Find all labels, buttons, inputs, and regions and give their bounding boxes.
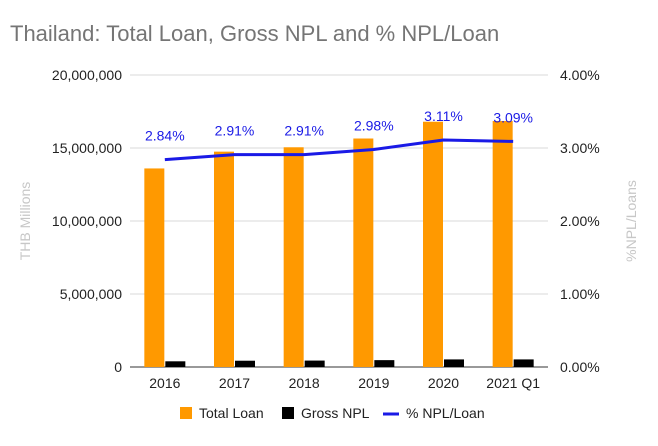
bar-gross-npl xyxy=(165,361,186,367)
bar-total-loan xyxy=(214,151,234,367)
x-tick-label: 2018 xyxy=(289,375,320,391)
chart-title: Thailand: Total Loan, Gross NPL and % NP… xyxy=(10,21,500,46)
x-tick-label: 2017 xyxy=(219,375,250,391)
bar-gross-npl xyxy=(444,359,464,367)
legend-swatch-total-loan xyxy=(180,407,192,419)
data-label-npl-ratio: 2.84% xyxy=(145,128,185,144)
bar-gross-npl xyxy=(235,360,255,367)
bar-total-loan xyxy=(144,168,165,367)
x-tick-label: 2016 xyxy=(149,375,180,391)
data-label-npl-ratio: 2.91% xyxy=(215,123,255,139)
y-tick-label-left: 10,000,000 xyxy=(52,213,122,229)
data-label-npl-ratio: 3.09% xyxy=(493,109,533,125)
data-label-npl-ratio: 2.98% xyxy=(354,117,394,133)
legend-label-npl-loan: % NPL/Loan xyxy=(406,405,485,421)
x-tick-label: 2021 Q1 xyxy=(486,375,540,391)
y-tick-label-left: 5,000,000 xyxy=(60,286,122,302)
data-label-npl-ratio: 3.11% xyxy=(424,108,463,124)
y-axis-title-right: %NPL/Loans xyxy=(623,180,639,262)
y-tick-label-right: 1.00% xyxy=(560,286,600,302)
y-tick-label-right: 2.00% xyxy=(560,213,600,229)
bar-total-loan xyxy=(492,120,513,368)
bar-gross-npl xyxy=(513,359,534,367)
bar-total-loan xyxy=(353,138,374,367)
y-tick-label-left: 15,000,000 xyxy=(52,140,122,156)
y-tick-label-left: 0 xyxy=(114,359,122,375)
bar-gross-npl xyxy=(304,360,325,367)
legend-label-gross-npl: Gross NPL xyxy=(301,405,370,421)
data-label-npl-ratio: 2.91% xyxy=(284,123,324,139)
y-axis-title-left: THB Millions xyxy=(17,182,33,261)
bar-total-loan xyxy=(423,121,443,367)
y-tick-label-right: 4.00% xyxy=(560,67,600,83)
bar-total-loan xyxy=(283,147,304,367)
y-tick-label-right: 3.00% xyxy=(560,140,600,156)
x-tick-label: 2019 xyxy=(358,375,389,391)
bar-gross-npl xyxy=(374,360,395,367)
x-tick-label: 2020 xyxy=(428,375,459,391)
legend-label-total-loan: Total Loan xyxy=(199,405,264,421)
y-tick-label-right: 0.00% xyxy=(560,359,600,375)
y-tick-label-left: 20,000,000 xyxy=(52,67,122,83)
line-npl-loan-ratio xyxy=(164,138,514,162)
legend-swatch-gross-npl xyxy=(282,407,294,419)
